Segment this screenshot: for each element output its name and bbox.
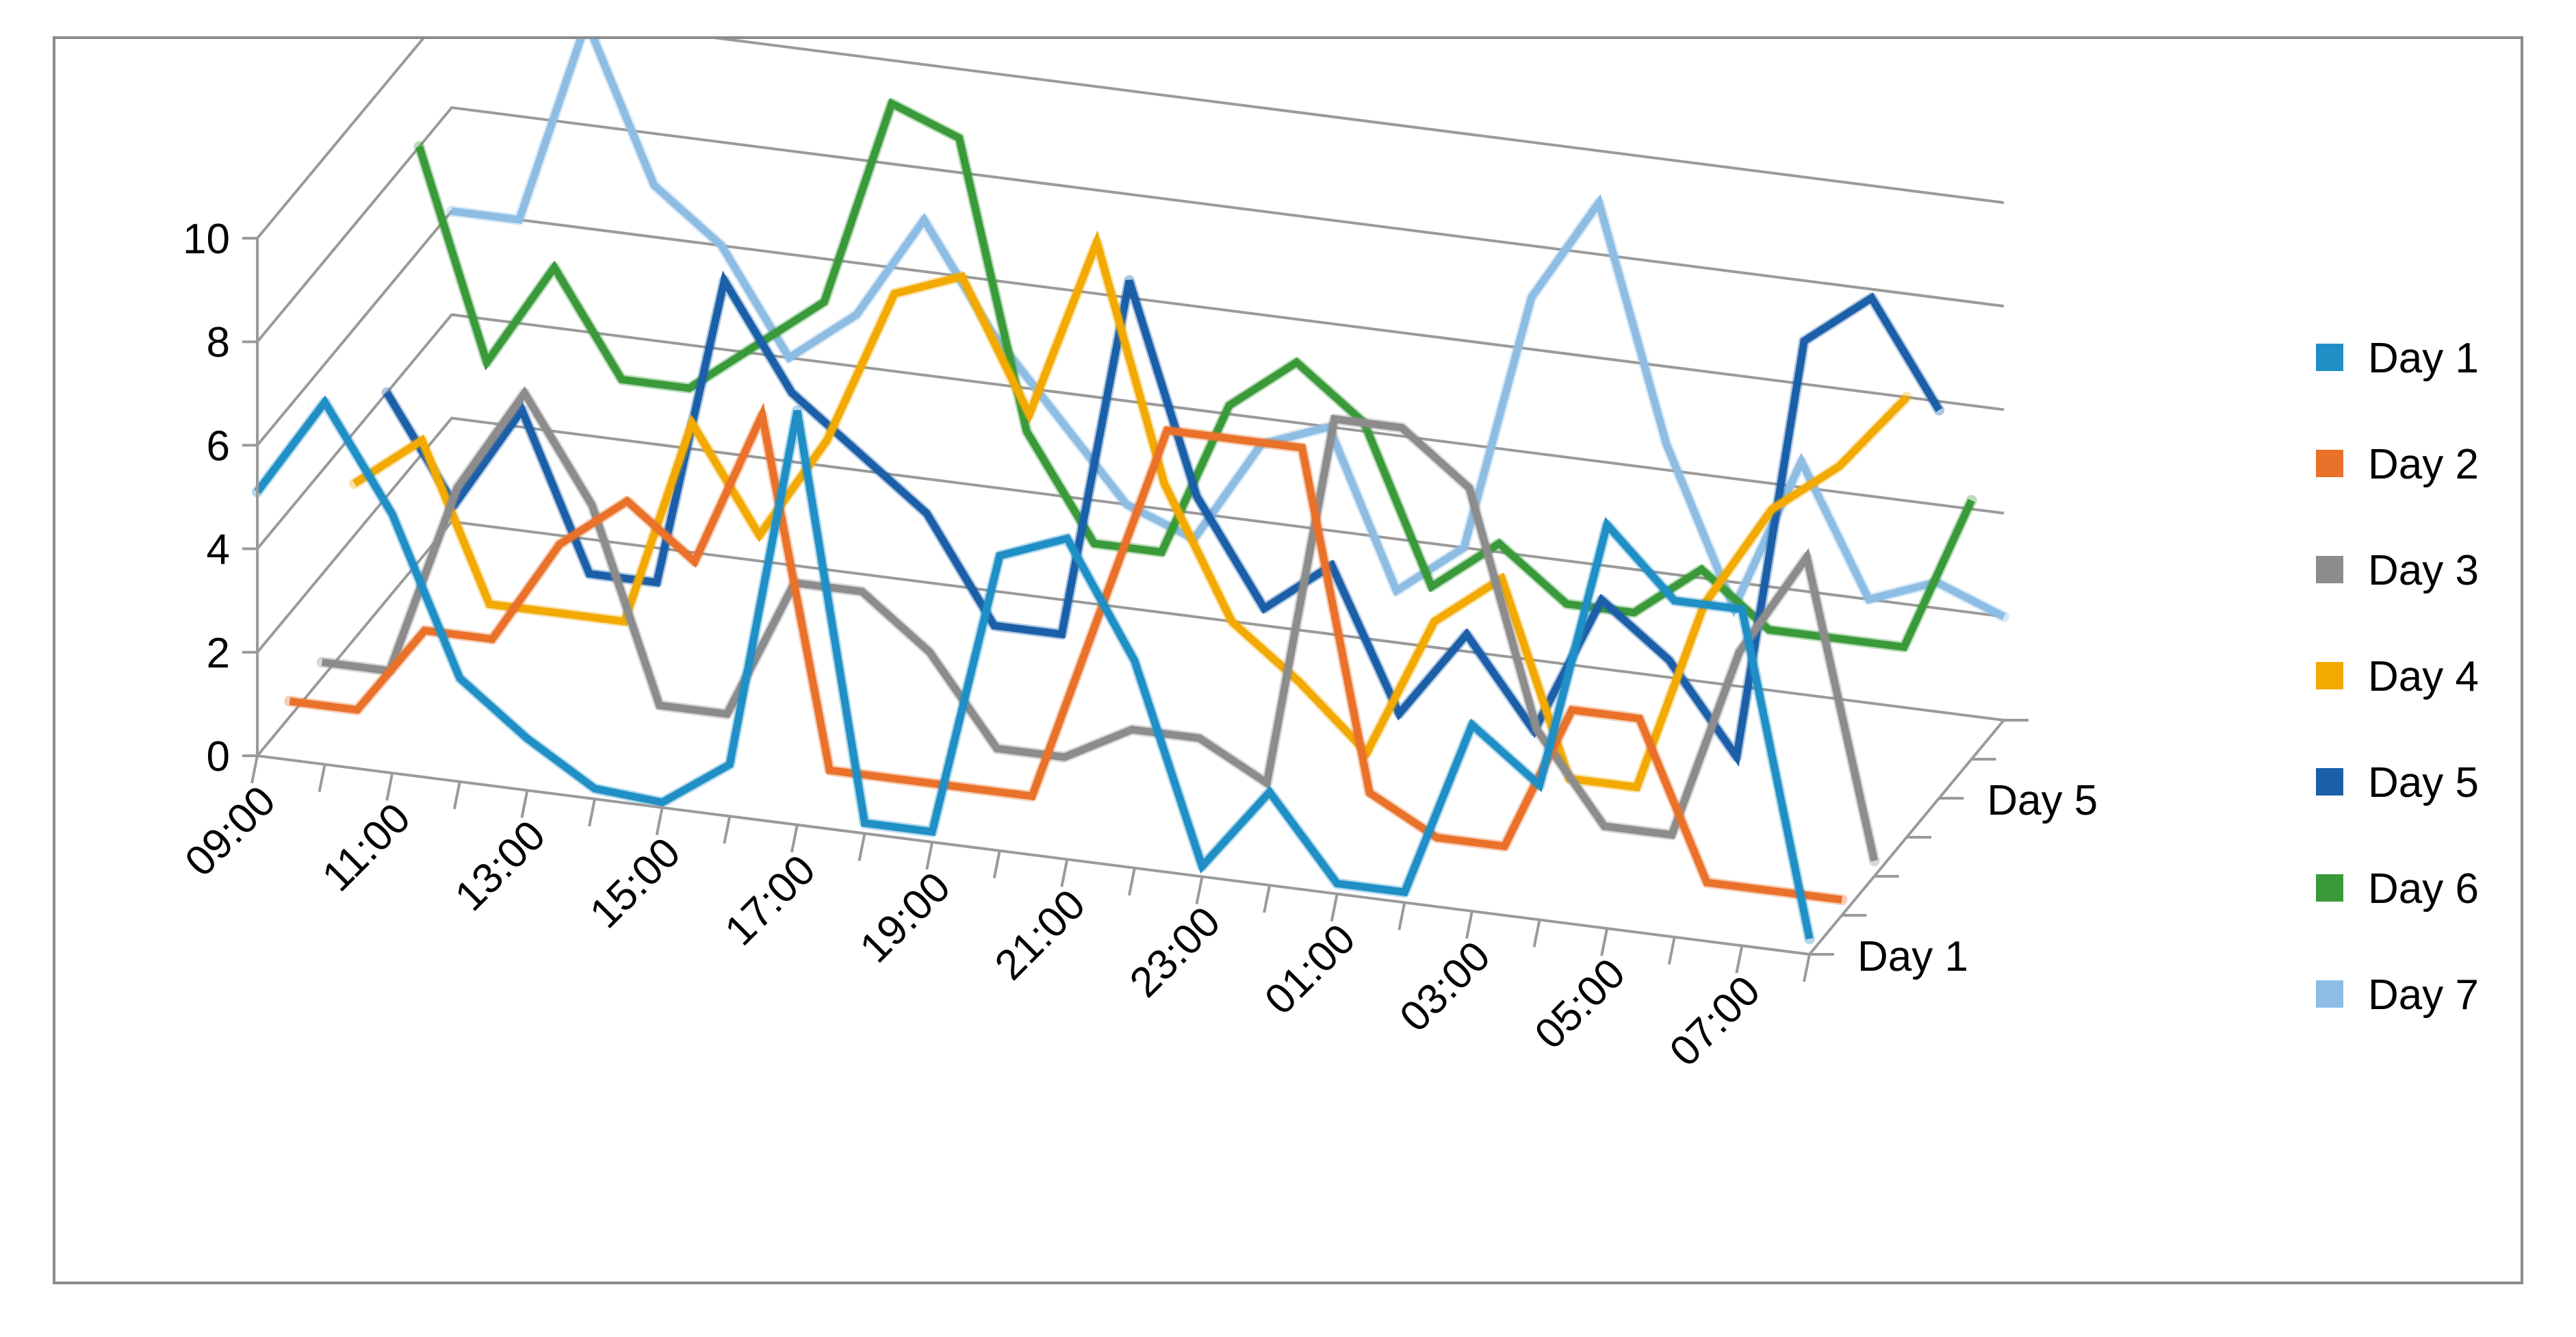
legend: Day 1 Day 2 Day 3 Day 4 Day 5 Day 6 Day 7 — [2316, 335, 2479, 1019]
x-tick-mark — [1330, 893, 1339, 922]
gridline-y-10 — [256, 39, 2005, 240]
series-line — [254, 395, 1814, 940]
axes: 0 2 4 6 8 10 09:00 11:00 13:00 15:00 17:00 19:00 21:… — [176, 216, 2098, 1075]
x-tick-mark — [992, 850, 1001, 879]
legend-swatch — [2316, 450, 2343, 477]
x-tick-mark — [1803, 954, 1811, 982]
series-day-4 — [349, 230, 1912, 793]
x-tick-mark — [250, 755, 259, 784]
x-tick-label: 09:00 — [176, 777, 285, 886]
x-tick-mark — [790, 824, 799, 853]
legend-swatch — [2316, 344, 2343, 371]
x-tick-mark — [925, 841, 934, 870]
x-tick-label: 13:00 — [446, 812, 555, 921]
x-tick-mark — [1667, 937, 1676, 965]
x-tick-mark — [1532, 919, 1541, 947]
x-tick-label: 23:00 — [1121, 898, 1230, 1007]
x-tick-mark — [1600, 928, 1609, 956]
legend-swatch — [2316, 874, 2343, 902]
legend-label: Day 5 — [2368, 759, 2479, 806]
y-tick-label: 4 — [207, 526, 230, 574]
x-tick-mark — [1195, 876, 1204, 904]
depth-tick-label: Day 5 — [1987, 777, 2098, 824]
legend-label: Day 4 — [2368, 653, 2479, 700]
legend-swatch — [2316, 980, 2343, 1008]
gridlines — [256, 39, 2005, 757]
chart-area: 0 2 4 6 8 10 09:00 11:00 13:00 15:00 17:00 19:00 21:… — [53, 36, 2523, 1284]
gridline-y-4 — [256, 313, 2005, 550]
x-tick-mark — [452, 781, 461, 810]
x-tick-label: 11:00 — [313, 794, 420, 900]
series-layer — [252, 39, 2009, 945]
x-tick-label: 01:00 — [1256, 915, 1365, 1024]
y-tick-label: 0 — [207, 733, 230, 780]
x-tick-mark — [1465, 911, 1473, 939]
x-tick-mark — [1060, 858, 1069, 887]
line-chart-3d: 0 2 4 6 8 10 09:00 11:00 13:00 15:00 17:00 19:00 21:… — [176, 39, 2479, 1075]
x-tick-mark — [723, 815, 732, 844]
legend-label: Day 3 — [2368, 547, 2479, 594]
x-tick-mark — [1263, 884, 1272, 913]
y-tick-label: 8 — [207, 319, 230, 366]
legend-label: Day 6 — [2368, 865, 2479, 913]
x-tick-mark — [1735, 945, 1744, 973]
series-line — [415, 98, 1975, 652]
x-tick-mark — [318, 764, 326, 793]
x-tick-mark — [588, 798, 597, 827]
x-tick-label: 15:00 — [581, 829, 690, 938]
legend-swatch — [2316, 768, 2343, 795]
y-tick-label: 6 — [207, 422, 230, 470]
y-tick-label: 10 — [183, 216, 230, 263]
y-tick-label: 2 — [207, 630, 230, 677]
x-tick-mark — [858, 833, 866, 861]
gridline-y-6 — [256, 209, 2005, 446]
x-tick-mark — [1127, 867, 1136, 896]
series-line — [451, 39, 2006, 620]
legend-swatch — [2316, 556, 2343, 583]
legend-swatch — [2316, 662, 2343, 689]
x-tick-mark — [520, 790, 529, 818]
series-day-2 — [284, 403, 1848, 906]
series-line — [352, 230, 1909, 791]
x-tick-label: 19:00 — [851, 863, 959, 972]
series-line — [289, 403, 1843, 904]
series-day-6 — [413, 98, 1977, 653]
x-axis-line — [257, 754, 1810, 956]
depth-tick-label: Day 1 — [1857, 933, 1968, 980]
gridline-y-8 — [256, 106, 2005, 343]
series-day-7 — [446, 39, 2009, 622]
x-tick-label: 05:00 — [1526, 950, 1635, 1058]
x-tick-mark — [1398, 902, 1406, 930]
x-tick-mark — [655, 807, 664, 836]
series-day-1 — [252, 395, 1815, 945]
x-tick-mark — [385, 772, 394, 801]
legend-label: Day 7 — [2368, 971, 2479, 1019]
x-tick-label: 07:00 — [1661, 967, 1770, 1076]
legend-label: Day 2 — [2368, 441, 2479, 488]
x-tick-label: 21:00 — [986, 880, 1095, 989]
series-day-3 — [316, 386, 1880, 867]
legend-label: Day 1 — [2368, 335, 2479, 382]
series-line — [321, 386, 1879, 862]
x-tick-label: 03:00 — [1391, 932, 1499, 1041]
x-tick-label: 17:00 — [716, 846, 825, 955]
